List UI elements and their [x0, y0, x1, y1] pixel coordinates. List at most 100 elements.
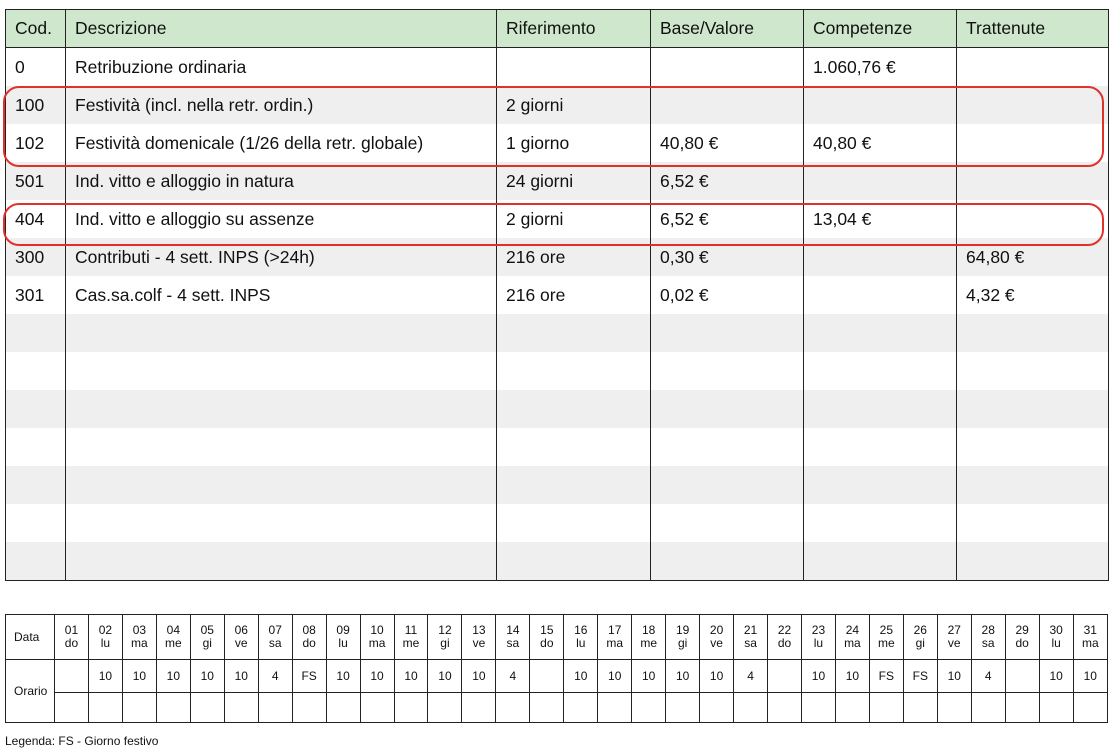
calendar-day: 24 ma — [834, 614, 870, 660]
calendar-day: 21 sa — [733, 614, 769, 660]
calendar-day: 09 lu — [325, 614, 361, 660]
cell-competenze: 13,04 € — [803, 200, 957, 238]
table-header-row: Cod. Descrizione Riferimento Base/Valore… — [5, 9, 1109, 48]
cell-descrizione — [65, 390, 497, 428]
calendar-day-number: 19 — [675, 623, 690, 637]
calendar-day-number: 30 — [1049, 623, 1063, 637]
calendar-legend: Legenda: FS - Giorno festivo — [5, 734, 159, 748]
cell-cod — [5, 504, 66, 542]
calendar-day-weekday: sa — [506, 636, 520, 650]
calendar-day-number: 21 — [743, 623, 758, 637]
cell-cod — [5, 314, 66, 352]
cell-trattenute: 4,32 € — [956, 276, 1109, 314]
cell-trattenute — [956, 352, 1109, 390]
calendar-blank-cell — [970, 692, 1006, 723]
calendar-day: 05 gi — [189, 614, 225, 660]
calendar-blank-cell — [800, 692, 836, 723]
calendar-blank-cell — [902, 692, 938, 723]
calendar-day-number: 23 — [811, 623, 826, 637]
calendar-hours-cell: 10 — [563, 659, 599, 693]
cell-riferimento: 216 ore — [496, 276, 651, 314]
calendar-day-weekday: lu — [338, 636, 348, 650]
calendar-hours-cell: 10 — [155, 659, 191, 693]
calendar-day-weekday: gi — [677, 636, 688, 650]
calendar-day-number: 13 — [472, 623, 486, 637]
cell-descrizione — [65, 428, 497, 466]
cell-base-valore: 6,52 € — [650, 162, 804, 200]
header-descrizione: Descrizione — [65, 9, 497, 48]
calendar-day-weekday: me — [402, 636, 420, 650]
header-competenze: Competenze — [803, 9, 957, 48]
table-row: 404 Ind. vitto e alloggio su assenze 2 gio… — [5, 200, 1109, 238]
calendar-hours-cell: 10 — [597, 659, 633, 693]
calendar-day-number: 07 — [268, 623, 282, 637]
calendar-day: 19 gi — [665, 614, 701, 660]
cell-riferimento — [496, 314, 651, 352]
calendar-day-weekday: do — [1015, 636, 1029, 650]
calendar-day-weekday: sa — [744, 636, 757, 650]
calendar-day: 04 me — [155, 614, 191, 660]
calendar-hours-cell: 10 — [359, 659, 395, 693]
calendar-day-weekday: ma — [368, 636, 386, 650]
calendar-day: 23 lu — [800, 614, 836, 660]
calendar-day: 17 ma — [597, 614, 633, 660]
calendar-blank-cell — [529, 692, 565, 723]
cell-competenze — [803, 162, 957, 200]
calendar-day: 31 ma — [1072, 614, 1109, 660]
calendar-day: 16 lu — [563, 614, 599, 660]
calendar-blank-cell — [54, 692, 89, 723]
calendar-day-weekday: ve — [947, 636, 961, 650]
calendar-hours-cell: 10 — [121, 659, 157, 693]
table-row — [5, 504, 1109, 542]
cell-base-valore — [650, 314, 804, 352]
cell-trattenute — [956, 162, 1109, 200]
attendance-calendar: Data 01 do 02 lu 03 ma 04 me 05 gi 06 ve 07 sa 08 do 09 l… — [5, 614, 1109, 723]
cell-riferimento — [496, 390, 651, 428]
calendar-hours-cell: 10 — [461, 659, 497, 693]
cell-trattenute — [956, 124, 1109, 162]
cell-competenze — [803, 352, 957, 390]
calendar-day-number: 15 — [540, 623, 554, 637]
calendar-hours-cell — [1004, 659, 1040, 693]
calendar-day-weekday: ma — [1081, 636, 1099, 650]
cell-trattenute — [956, 390, 1109, 428]
calendar-blank-cell — [1038, 692, 1074, 723]
cell-competenze — [803, 276, 957, 314]
cell-descrizione — [65, 504, 497, 542]
header-cod: Cod. — [5, 9, 66, 48]
calendar-day-number: 29 — [1015, 623, 1029, 637]
cell-cod: 102 — [5, 124, 66, 162]
calendar-hours-cell: 10 — [1072, 659, 1109, 693]
calendar-blank-cell — [936, 692, 972, 723]
table-row — [5, 352, 1109, 390]
cell-base-valore — [650, 352, 804, 390]
calendar-day: 06 ve — [223, 614, 259, 660]
calendar-blank-cell — [733, 692, 769, 723]
cell-cod — [5, 390, 66, 428]
calendar-hours-cell: 10 — [699, 659, 735, 693]
calendar-blank-cell — [291, 692, 327, 723]
calendar-hours-cell — [54, 659, 89, 693]
calendar-blank-cell — [393, 692, 429, 723]
calendar-day-number: 02 — [98, 623, 113, 637]
calendar-day: 03 ma — [121, 614, 157, 660]
calendar-day-number: 25 — [879, 623, 894, 637]
calendar-day: 02 lu — [87, 614, 123, 660]
calendar-day: 12 gi — [427, 614, 463, 660]
calendar-day-number: 22 — [777, 623, 792, 637]
cell-descrizione: Cas.sa.colf - 4 sett. INPS — [65, 276, 497, 314]
calendar-hours-cell: 10 — [665, 659, 701, 693]
cell-descrizione: Festività (incl. nella retr. ordin.) — [65, 86, 497, 124]
calendar-day-weekday: ve — [472, 636, 486, 650]
cell-base-valore: 0,02 € — [650, 276, 804, 314]
calendar-day-weekday: do — [302, 636, 316, 650]
calendar-day-weekday: ma — [131, 636, 148, 650]
cell-riferimento — [496, 542, 651, 581]
calendar-hours-cell: 10 — [631, 659, 667, 693]
table-row — [5, 314, 1109, 352]
calendar-blank-cell — [699, 692, 735, 723]
cell-riferimento — [496, 466, 651, 504]
cell-base-valore — [650, 428, 804, 466]
calendar-hours-cell: 10 — [936, 659, 972, 693]
calendar-day: 25 me — [868, 614, 904, 660]
